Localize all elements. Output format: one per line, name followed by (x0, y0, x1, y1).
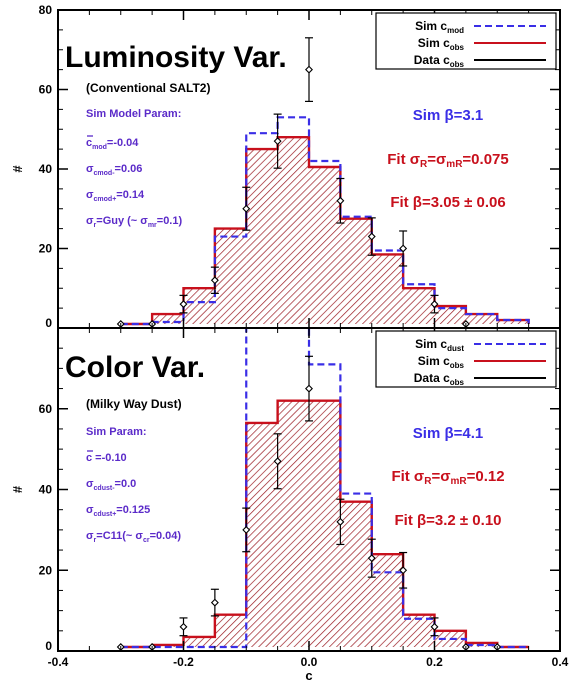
sim-obs-bar (214, 614, 247, 647)
sim-obs-bar (277, 137, 309, 324)
data-point (242, 186, 251, 231)
data-point (210, 588, 219, 617)
panel-title: Color Var. (65, 351, 205, 384)
sim-obs-bar (309, 166, 341, 324)
legend-entry: Data cobs (414, 371, 465, 387)
sim-param: σcdust-=0.0 (86, 478, 136, 492)
x-axis-label: c (305, 668, 312, 683)
data-point (210, 266, 219, 294)
sim-param: σr=C11(~ σcr=0.04) (86, 530, 181, 544)
y-tick-label: 60 (39, 83, 53, 97)
data-point (399, 230, 408, 267)
annotation-fit-sigma: Fit σR=σmR=0.12 (391, 468, 504, 487)
y-tick-label: 40 (39, 483, 53, 497)
annotation-sim-beta: Sim β=4.1 (413, 425, 483, 442)
x-tick-label: 0.4 (552, 655, 569, 669)
sim-obs-bar (403, 614, 435, 647)
sim-obs-bar (371, 254, 404, 324)
sim-obs-bar (340, 218, 372, 324)
sim-obs-bar (277, 400, 309, 647)
data-point (336, 498, 345, 546)
data-point (179, 617, 188, 637)
sim-obs-bar (183, 288, 215, 324)
y-tick-label: 60 (39, 402, 53, 416)
sim-param: σcmod-=0.06 (86, 163, 142, 177)
y-tick-label: 0 (45, 316, 52, 330)
x-tick-label: 0.2 (426, 655, 443, 669)
y-tick-label: 20 (39, 242, 53, 256)
annotation-sim-beta: Sim β=3.1 (413, 107, 483, 124)
data-point (399, 551, 408, 589)
data-point (179, 294, 188, 314)
sim-param: cmod=-0.04 (86, 137, 139, 151)
panel-bottom: 0 20 40 60 -0.4 -0.2 0.0 0.2 0.4 # c Color Var. (Mil… (10, 327, 569, 683)
sim-param: c =-0.10 (86, 452, 127, 464)
sim-obs-bar (214, 228, 247, 324)
sim-obs-bar (246, 422, 278, 647)
y-tick-label: 40 (39, 162, 53, 176)
legend-entry: Sim cmod (415, 19, 464, 35)
sim-obs-bar (246, 149, 278, 324)
sim-param: σcdust+=0.125 (86, 504, 150, 518)
legend-entry: Sim cobs (418, 354, 465, 370)
sim-obs-bar (309, 400, 341, 647)
x-tick-label: 0.0 (301, 655, 318, 669)
panel-top: 0 20 40 60 80 # Luminosity Var. (Conventional S… (10, 3, 561, 330)
data-point (367, 217, 376, 256)
data-point (336, 177, 345, 224)
data-point (273, 433, 282, 490)
params-header: Sim Param: (86, 426, 147, 438)
legend-entry: Data cobs (414, 53, 465, 69)
annotation-fit-sigma: Fit σR=σmR=0.075 (387, 151, 508, 170)
data-point (367, 538, 376, 578)
legend-entry: Sim cdust (415, 337, 464, 353)
sim-obs-bar (371, 554, 404, 647)
sim-obs-bar (497, 320, 529, 324)
sim-obs-bar (434, 306, 466, 324)
sim-model-dashed (120, 328, 529, 649)
y-tick-label: 80 (39, 3, 53, 17)
annotation-fit-beta: Fit β=3.05 ± 0.06 (390, 194, 505, 211)
sim-obs-bar (403, 288, 435, 324)
data-point (430, 294, 439, 314)
sim-param: σr=Guy (~ σmr=0.1) (86, 215, 182, 229)
sim-param: σcmod+=0.14 (86, 189, 145, 203)
data-point (273, 113, 282, 169)
panel-title: Luminosity Var. (65, 41, 287, 74)
plot-area (116, 37, 530, 328)
plot-area (116, 328, 529, 651)
legend-entry: Sim cobs (418, 36, 465, 52)
panel-subtitle: (Conventional SALT2) (86, 81, 210, 95)
sim-obs-bar (183, 636, 215, 647)
y-tick-label: 0 (45, 639, 52, 653)
data-point (242, 507, 251, 553)
sim-obs-bar (340, 501, 372, 647)
x-tick-label: -0.2 (173, 655, 194, 669)
sim-obs-bar (465, 314, 498, 324)
params-header: Sim Model Param: (86, 108, 181, 120)
x-tick-label: -0.4 (48, 655, 69, 669)
annotation-fit-beta: Fit β=3.2 ± 0.10 (394, 512, 501, 529)
panel-subtitle: (Milky Way Dust) (86, 397, 182, 411)
data-point (305, 37, 313, 103)
data-point (305, 355, 313, 422)
sim-obs-bar (152, 314, 184, 324)
data-point (430, 617, 439, 637)
y-axis-label: # (10, 485, 25, 493)
y-tick-label: 20 (39, 563, 53, 577)
y-axis-label: # (10, 165, 25, 173)
